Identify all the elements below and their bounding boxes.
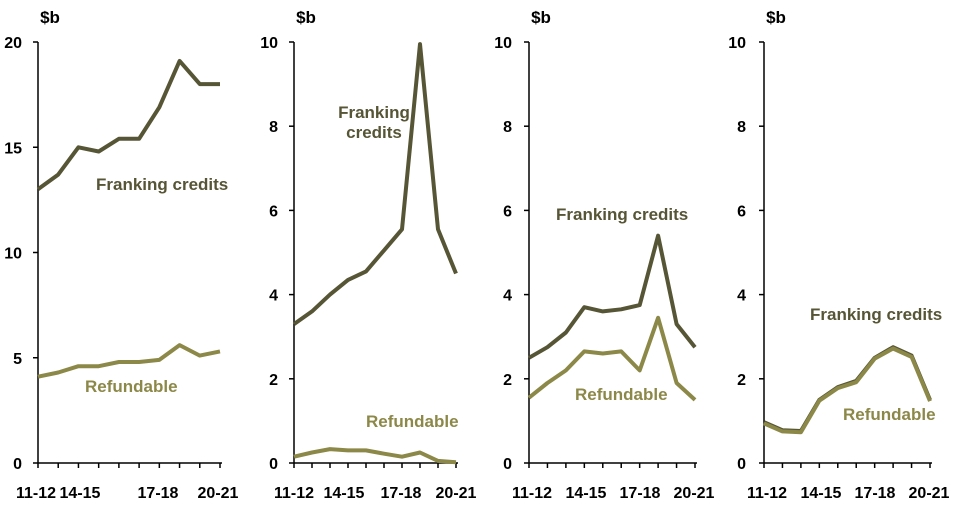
x-tick-label: 17-18 bbox=[855, 485, 896, 502]
annotation-refundable: Refundable bbox=[575, 385, 668, 404]
y-tick-label: 2 bbox=[737, 372, 746, 389]
x-tick-label: 14-15 bbox=[324, 485, 365, 502]
x-tick-label: 17-18 bbox=[620, 485, 661, 502]
series-line-refundable bbox=[527, 315, 697, 402]
y-tick-label: 0 bbox=[13, 456, 22, 473]
y-tick-label: 0 bbox=[269, 456, 278, 473]
x-tick-label: 11-12 bbox=[16, 485, 56, 502]
x-tick-label: 11-12 bbox=[274, 485, 314, 502]
x-tick-label: 14-15 bbox=[801, 485, 842, 502]
series-line-refundable bbox=[37, 343, 221, 379]
y-tick-label: 8 bbox=[503, 119, 512, 136]
annotation-franking: Franking credits bbox=[338, 103, 410, 142]
chart-panel-2: 0 2 4 6 8 10 11-12 14-15 17-18 20-21 $b Franking cre… bbox=[260, 8, 476, 502]
y-tick-label: 4 bbox=[503, 288, 512, 305]
chart-panel-4: 0 2 4 6 8 10 11-12 14-15 17-18 20-21 $b Franking cr… bbox=[728, 8, 949, 502]
series-line-refundable bbox=[293, 447, 457, 465]
y-tick-label: 6 bbox=[737, 203, 746, 220]
chart-panel-3: 0 2 4 6 8 10 11-12 14-15 17-18 20-21 $b Franking cr… bbox=[494, 8, 714, 502]
series-line-franking bbox=[36, 58, 220, 191]
y-tick-label: 4 bbox=[269, 288, 278, 305]
annotation-franking: Franking credits bbox=[810, 305, 942, 324]
x-tick-label: 14-15 bbox=[566, 485, 607, 502]
x-tick-label: 20-21 bbox=[674, 485, 715, 502]
series-line-franking bbox=[528, 233, 697, 360]
y-tick-label: 20 bbox=[4, 35, 22, 52]
y-tick-label: 0 bbox=[737, 456, 746, 473]
y-tick-label: 15 bbox=[4, 140, 22, 157]
annotation-franking: Franking credits bbox=[556, 205, 688, 224]
x-tick-label: 20-21 bbox=[198, 485, 239, 502]
y-tick-label: 10 bbox=[4, 246, 22, 263]
y-tick-label: 8 bbox=[737, 119, 746, 136]
y-tick-label: 5 bbox=[13, 351, 22, 368]
series-line-franking bbox=[292, 42, 458, 326]
x-tick-label: 11-12 bbox=[747, 485, 787, 502]
x-tick-label: 17-18 bbox=[381, 485, 422, 502]
annotation-refundable: Refundable bbox=[843, 405, 936, 424]
y-tick-label: 10 bbox=[728, 35, 746, 52]
y-tick-label: 6 bbox=[503, 203, 512, 220]
y-tick-label: 2 bbox=[503, 372, 512, 389]
unit-label: $b bbox=[40, 8, 60, 27]
x-tick-label: 17-18 bbox=[138, 485, 179, 502]
x-tick-label: 14-15 bbox=[60, 485, 101, 502]
y-tick-label: 6 bbox=[269, 203, 278, 220]
x-tick-label: 20-21 bbox=[909, 485, 950, 502]
annotation-refundable: Refundable bbox=[85, 377, 178, 396]
x-tick-label: 20-21 bbox=[436, 485, 477, 502]
y-tick-label: 8 bbox=[269, 119, 278, 136]
x-tick-label: 11-12 bbox=[512, 485, 552, 502]
y-tick-label: 10 bbox=[494, 35, 512, 52]
annotation-franking: Franking credits bbox=[96, 175, 228, 194]
chart-panel-1: 0 5 10 15 20 11-12 14-15 17-18 20-21 $b Franking c… bbox=[4, 8, 238, 502]
y-tick-label: 0 bbox=[503, 456, 512, 473]
unit-label: $b bbox=[296, 8, 316, 27]
unit-label: $b bbox=[766, 8, 786, 27]
series-line-refundable bbox=[763, 346, 932, 435]
y-tick-label: 4 bbox=[737, 288, 746, 305]
unit-label: $b bbox=[531, 8, 551, 27]
annotation-refundable: Refundable bbox=[366, 412, 459, 431]
y-tick-label: 10 bbox=[260, 35, 278, 52]
y-tick-label: 2 bbox=[269, 372, 278, 389]
